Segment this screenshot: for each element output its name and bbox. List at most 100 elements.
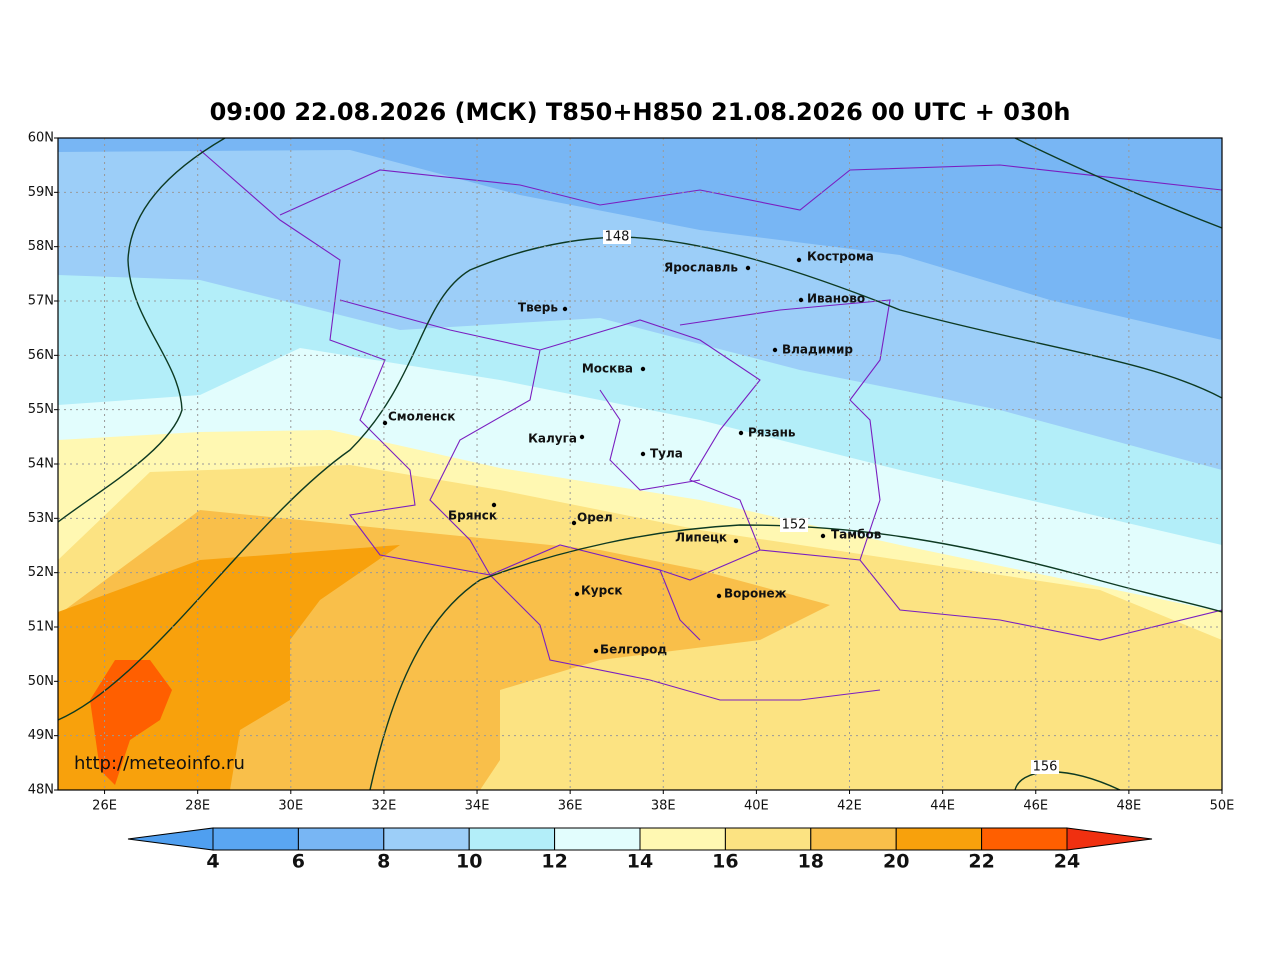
colorbar-tick-label: 22 [968, 851, 994, 873]
city-label: Владимир [782, 343, 853, 357]
city-dot [772, 347, 778, 353]
lat-tick-label: 57N [28, 294, 54, 309]
border [199, 149, 881, 701]
colorbar-tick-label: 6 [292, 851, 305, 873]
colorbar-swatch [297, 827, 385, 851]
city-label: Москва [582, 362, 633, 376]
band [90, 660, 172, 785]
colorbar-tick-label: 20 [883, 851, 909, 873]
contour-label: 152 [782, 518, 807, 533]
lat-tick-label: 59N [28, 185, 54, 200]
city-dot [382, 420, 388, 426]
city-label: Липецк [675, 531, 727, 545]
grid [58, 138, 1222, 790]
colorbar-swatch [383, 827, 470, 851]
city-dot [593, 648, 599, 654]
lat-tick-label: 58N [28, 239, 54, 254]
city-label: Брянск [448, 509, 497, 523]
lon-tick-label: 42E [837, 799, 862, 814]
city-label: Кострома [807, 250, 874, 264]
city-label: Иваново [807, 292, 865, 306]
lon-tick-label: 38E [651, 799, 676, 814]
lat-tick-label: 60N [28, 131, 54, 146]
colorbar-tick-label: 24 [1054, 851, 1080, 873]
city-dot [738, 430, 744, 436]
contour-line [1014, 138, 1222, 229]
lon-tick-label: 40E [744, 799, 769, 814]
city-dot [579, 434, 585, 440]
lat-tick-label: 48N [28, 783, 54, 798]
lon-tick-label: 32E [372, 799, 397, 814]
lat-tick-label: 54N [28, 457, 54, 472]
contour-label-bg [603, 230, 631, 244]
lon-tick-label: 44E [930, 799, 955, 814]
city-dot [640, 451, 646, 457]
city-label: Смоленск [388, 410, 455, 424]
city-dot [798, 297, 804, 303]
lon-tick-label: 30E [278, 799, 303, 814]
city-label: Ярославль [664, 261, 738, 275]
lon-tick-label: 34E [465, 799, 490, 814]
city-dot [796, 257, 802, 263]
colorbar-tick-label: 10 [456, 851, 482, 873]
city-dot [745, 265, 751, 271]
colorbar-tick-label: 8 [377, 851, 390, 873]
title: 09:00 22.08.2026 (МСК) T850+H850 21.08.2… [210, 98, 1071, 126]
colorbar-swatch [639, 827, 726, 851]
contour-line [369, 524, 1222, 790]
colorbar-end [127, 827, 214, 851]
city-label: Тула [650, 447, 683, 461]
border [339, 299, 1222, 641]
lon-tick-label: 50E [1210, 799, 1235, 814]
city-label: Воронеж [724, 587, 787, 601]
city-label: Белгород [600, 643, 667, 657]
lon-tick-label: 46E [1023, 799, 1048, 814]
colorbar-swatch [724, 827, 812, 851]
colorbar-tick-label: 12 [541, 851, 567, 873]
city-dot [574, 591, 580, 597]
colorbar-tick-label: 16 [712, 851, 738, 873]
colorbar-swatch [468, 827, 556, 851]
colorbar-tick-label: 18 [798, 851, 824, 873]
contour-label-bg [1031, 760, 1059, 774]
city-dot [733, 538, 739, 544]
contour-label: 156 [1033, 760, 1058, 775]
contour-line [58, 236, 1222, 721]
lat-tick-label: 51N [28, 620, 54, 635]
border [489, 299, 891, 641]
colorbar-swatch [212, 827, 299, 851]
colorbar-swatch [554, 827, 641, 851]
city-dot [562, 306, 568, 312]
lon-tick-label: 48E [1116, 799, 1141, 814]
lon-tick-label: 36E [558, 799, 583, 814]
city-label: Орел [577, 511, 613, 525]
city-label: Тверь [518, 301, 559, 315]
lat-tick-label: 56N [28, 348, 54, 363]
watermark: http://meteoinfo.ru [74, 753, 245, 774]
city-dot [491, 502, 497, 508]
lon-tick-label: 26E [92, 799, 117, 814]
contour-label-bg [780, 518, 808, 532]
contour-line [58, 138, 226, 523]
colorbar-tick-label: 14 [627, 851, 653, 873]
lon-tick-label: 28E [185, 799, 210, 814]
city-dot [820, 533, 826, 539]
contour-label: 148 [605, 230, 630, 245]
lat-tick-label: 52N [28, 565, 54, 580]
city-dot [716, 593, 722, 599]
city-dot [640, 366, 646, 372]
colorbar-end [1066, 827, 1153, 851]
colorbar-swatch [981, 827, 1068, 851]
lat-tick-label: 50N [28, 674, 54, 689]
city-dot [571, 520, 577, 526]
city-label: Тамбов [831, 528, 882, 542]
lat-tick-label: 55N [28, 402, 54, 417]
city-label: Калуга [528, 432, 577, 446]
border [279, 164, 1222, 216]
colorbar-swatch [895, 827, 983, 851]
colorbar-swatch [810, 827, 897, 851]
lat-tick-label: 53N [28, 511, 54, 526]
city-label: Курск [581, 584, 622, 598]
lat-tick-label: 49N [28, 728, 54, 743]
